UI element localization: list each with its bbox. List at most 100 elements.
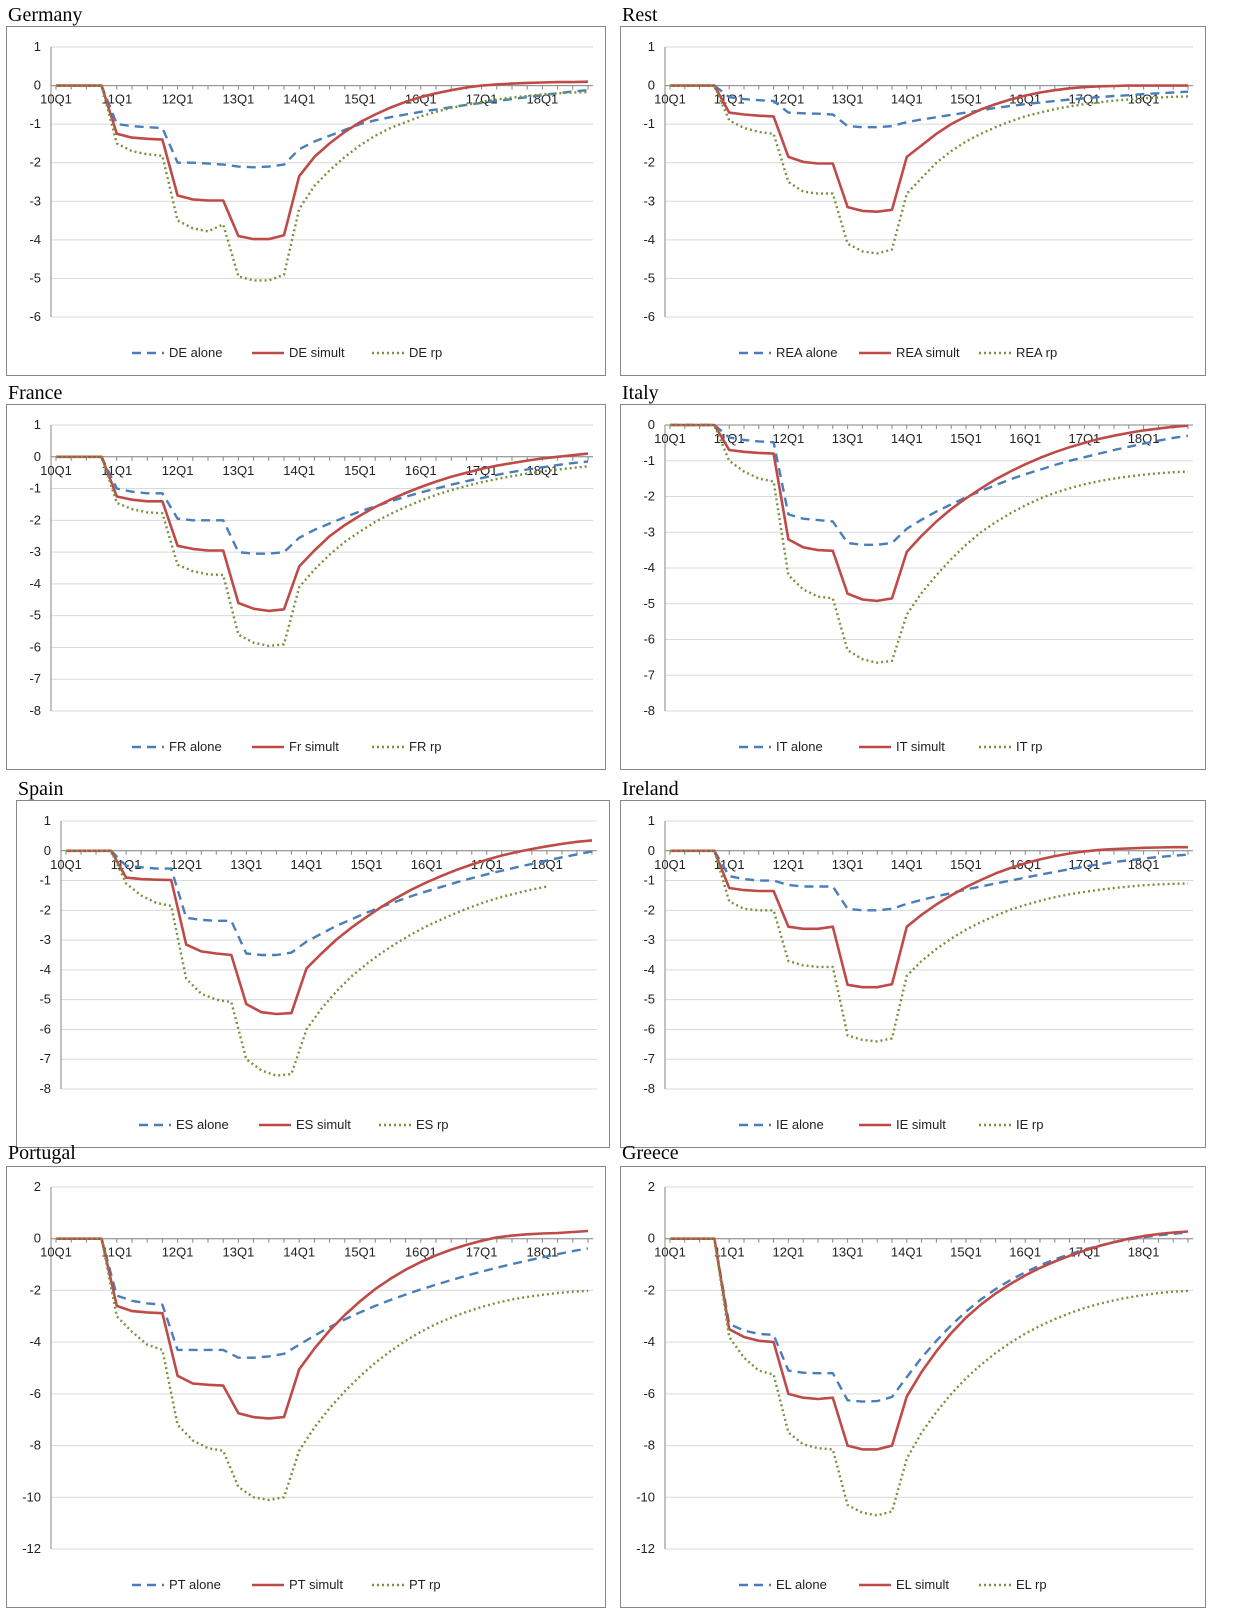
- x-tick-label: 13Q1: [230, 857, 262, 872]
- x-tick-label: 13Q1: [222, 463, 254, 478]
- chart-frame: -8 -7 -6 -5 -4 -3 -2 -1 0 10Q1 11Q1 12Q1 13Q1 14Q1 15Q…: [620, 404, 1206, 770]
- y-tick-label: -6: [643, 632, 655, 647]
- x-tick-label: 12Q1: [162, 92, 194, 107]
- y-tick-label: -8: [29, 1438, 41, 1453]
- x-tick-label: 14Q1: [891, 857, 923, 872]
- series-line-de-alone: [56, 84, 589, 169]
- series-line-pt-alone: [56, 1237, 589, 1359]
- y-tick-label: -1: [643, 116, 655, 131]
- legend-label: DE simult: [289, 345, 345, 360]
- y-tick-label: -3: [39, 932, 51, 947]
- legend-label: REA simult: [896, 345, 960, 360]
- y-tick-label: -5: [643, 270, 655, 285]
- y-tick-label: -5: [29, 270, 41, 285]
- series-line-de-rp: [56, 84, 589, 282]
- legend-label: FR alone: [169, 739, 222, 754]
- y-tick-label: -2: [29, 512, 41, 527]
- legend-label: IT simult: [896, 739, 945, 754]
- y-tick-label: -6: [29, 1386, 41, 1401]
- x-tick-label: 12Q1: [162, 463, 194, 478]
- y-tick-label: 0: [44, 843, 51, 858]
- chart-frame: -6 -5 -4 -3 -2 -1 0 1 10Q1 11Q1 12Q1 13Q1 14Q1 15Q1 16…: [6, 26, 606, 376]
- x-tick-label: 11Q1: [101, 1245, 132, 1260]
- chart-frame: -12 -10 -8 -6 -4 -2 0 2 10Q1 11Q1 12Q1 13Q1 14Q1 15Q1…: [6, 1166, 606, 1608]
- legend-label: ES alone: [176, 1117, 229, 1132]
- series-line-el-alone: [670, 1231, 1189, 1403]
- x-tick-label: 14Q1: [283, 1245, 315, 1260]
- y-tick-label: -12: [636, 1541, 655, 1556]
- legend-label: Fr simult: [289, 739, 339, 754]
- series-line-pt-rp: [56, 1237, 589, 1502]
- y-tick-label: -3: [643, 524, 655, 539]
- y-tick-label: -2: [643, 1282, 655, 1297]
- y-tick-label: -6: [643, 309, 655, 324]
- legend-label: IE rp: [1016, 1117, 1043, 1132]
- y-tick-label: -7: [643, 667, 655, 682]
- x-tick-label: 10Q1: [654, 431, 686, 446]
- series-line-fr-simult: [56, 452, 589, 613]
- y-tick-label: 0: [648, 417, 655, 432]
- x-tick-label: 14Q1: [891, 92, 923, 107]
- y-tick-label: 1: [34, 39, 41, 54]
- y-tick-label: -3: [29, 193, 41, 208]
- y-tick-label: 0: [648, 1231, 655, 1246]
- x-tick-label: 12Q1: [772, 92, 804, 107]
- line-chart-portugal: -12 -10 -8 -6 -4 -2 0 2 10Q1 11Q1 12Q1 13Q1 14Q1 15Q1…: [22, 1179, 593, 1592]
- series-line-it-rp: [670, 423, 1189, 664]
- x-tick-label: 13Q1: [832, 1245, 864, 1260]
- y-tick-label: -4: [643, 962, 655, 977]
- y-tick-label: -4: [29, 232, 41, 247]
- x-tick-label: 15Q1: [950, 1245, 982, 1260]
- legend-label: IT rp: [1016, 739, 1043, 754]
- y-tick-label: -6: [29, 309, 41, 324]
- legend-label: FR rp: [409, 739, 442, 754]
- x-tick-label: 18Q1: [1128, 431, 1160, 446]
- x-tick-label: 13Q1: [832, 857, 864, 872]
- y-tick-label: -10: [636, 1489, 655, 1504]
- legend-label: PT rp: [409, 1577, 441, 1592]
- x-tick-label: 10Q1: [50, 857, 82, 872]
- y-tick-label: -4: [29, 1334, 41, 1349]
- x-tick-label: 11Q1: [714, 92, 745, 107]
- y-tick-label: -8: [643, 703, 655, 718]
- y-tick-label: 1: [44, 813, 51, 828]
- y-tick-label: -7: [29, 671, 41, 686]
- y-tick-label: -5: [39, 992, 51, 1007]
- y-tick-label: -8: [643, 1081, 655, 1096]
- y-tick-label: -1: [643, 873, 655, 888]
- y-tick-label: -8: [643, 1438, 655, 1453]
- x-tick-label: 18Q1: [1128, 1245, 1160, 1260]
- y-tick-label: -1: [643, 453, 655, 468]
- x-tick-label: 17Q1: [471, 857, 503, 872]
- y-tick-label: 0: [648, 78, 655, 93]
- legend-label: DE alone: [169, 345, 222, 360]
- chart-title: Spain: [18, 778, 64, 800]
- series-line-it-simult: [670, 423, 1189, 603]
- x-tick-label: 11Q1: [714, 1245, 745, 1260]
- y-tick-label: -3: [643, 932, 655, 947]
- x-tick-label: 15Q1: [950, 857, 982, 872]
- x-tick-label: 14Q1: [283, 463, 315, 478]
- x-tick-label: 10Q1: [654, 857, 686, 872]
- y-tick-label: 0: [648, 843, 655, 858]
- y-tick-label: -2: [29, 155, 41, 170]
- x-tick-label: 12Q1: [162, 1245, 194, 1260]
- legend-label: REA rp: [1016, 345, 1057, 360]
- x-tick-label: 17Q1: [1068, 431, 1100, 446]
- legend-label: ES simult: [296, 1117, 351, 1132]
- y-tick-label: 0: [34, 449, 41, 464]
- x-tick-label: 10Q1: [654, 1245, 686, 1260]
- y-tick-label: -7: [643, 1051, 655, 1066]
- y-tick-label: -4: [643, 1334, 655, 1349]
- y-tick-label: -2: [643, 489, 655, 504]
- series-line-fr-rp: [56, 455, 589, 648]
- legend-label: REA alone: [776, 345, 837, 360]
- chart-frame: -8 -7 -6 -5 -4 -3 -2 -1 0 1 10Q1 11Q1 12Q1 13Q1 14Q1 15…: [16, 800, 610, 1148]
- y-tick-label: -6: [39, 1021, 51, 1036]
- x-tick-label: 18Q1: [531, 857, 563, 872]
- series-line-es-alone: [66, 849, 593, 957]
- legend-label: IT alone: [776, 739, 823, 754]
- chart-title: Italy: [622, 382, 659, 404]
- y-tick-label: -4: [643, 560, 655, 575]
